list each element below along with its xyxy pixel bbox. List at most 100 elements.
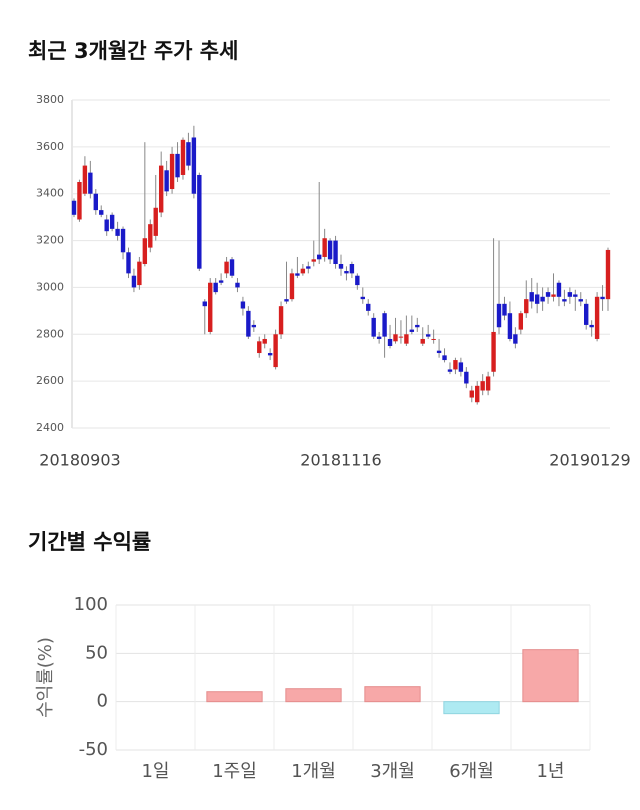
y-axis-label: 수익률(%) xyxy=(35,637,56,718)
candle-body xyxy=(202,301,207,307)
candle-body xyxy=(480,381,485,391)
candle-body xyxy=(300,268,306,274)
candle-body xyxy=(99,210,104,215)
candle-body xyxy=(366,303,371,311)
y-tick-label: 2400 xyxy=(36,421,64,434)
candle-body xyxy=(393,334,398,342)
candle-body xyxy=(398,336,404,338)
candle-body xyxy=(605,249,611,300)
candle-body xyxy=(464,371,469,384)
candle-body xyxy=(148,224,153,248)
candle-body xyxy=(240,301,246,309)
y-tick-label: 0 xyxy=(97,691,108,712)
candle-body xyxy=(306,266,311,269)
candle-body xyxy=(540,296,545,302)
candle-body xyxy=(475,385,480,403)
candle-body xyxy=(273,334,278,368)
candle-body xyxy=(594,296,600,339)
x-tick-label: 6개월 xyxy=(449,761,494,782)
candle-body xyxy=(180,139,186,175)
candle-body xyxy=(218,280,224,283)
candle-body xyxy=(153,207,158,236)
candle-body xyxy=(191,137,197,194)
candle-body xyxy=(355,275,360,286)
candle-body xyxy=(344,271,349,274)
candle-body xyxy=(562,299,567,302)
candle-body xyxy=(251,324,257,328)
candle-body xyxy=(257,341,262,354)
chart-title: 기간별 수익률 xyxy=(28,530,151,554)
candle-body xyxy=(436,350,442,354)
candle-body xyxy=(88,172,93,194)
candle-body xyxy=(376,336,382,339)
candle-body xyxy=(77,182,82,220)
bar xyxy=(206,691,263,703)
x-tick-label: 20181116 xyxy=(300,451,381,470)
candle-body xyxy=(442,355,447,361)
candle-body xyxy=(137,261,142,286)
candle-body xyxy=(338,264,344,269)
candle-body xyxy=(600,296,605,300)
candle-body xyxy=(104,219,109,232)
y-tick-label: 3200 xyxy=(36,234,64,247)
candle-body xyxy=(246,310,251,337)
candle-body xyxy=(518,313,524,330)
candle-body xyxy=(491,331,496,372)
candle-body xyxy=(295,273,300,276)
y-tick-label: 3000 xyxy=(36,280,64,293)
y-tick-label: 2800 xyxy=(36,327,64,340)
x-tick-label: 20180903 xyxy=(39,451,120,470)
candle-body xyxy=(120,228,126,253)
candle-body xyxy=(213,282,218,293)
candle-body xyxy=(415,324,420,328)
candle-body xyxy=(578,299,583,302)
y-tick-label: 2600 xyxy=(36,374,64,387)
candle-body xyxy=(556,282,562,297)
candle-body xyxy=(169,153,175,190)
candle-body xyxy=(420,338,425,344)
x-tick-label: 1주일 xyxy=(212,761,257,782)
candle-body xyxy=(289,273,295,300)
y-tick-label: 3800 xyxy=(36,93,64,106)
candle-body xyxy=(93,193,98,211)
candle-body xyxy=(109,214,115,229)
candle-body xyxy=(485,376,491,391)
candle-body xyxy=(425,334,431,337)
candle-body xyxy=(333,240,338,264)
candle-body xyxy=(573,294,578,297)
candle-body xyxy=(431,338,436,340)
candle-body xyxy=(186,142,191,166)
candle-body xyxy=(469,390,474,398)
candle-body xyxy=(311,259,316,262)
y-tick-label: 50 xyxy=(85,642,108,663)
candle-body xyxy=(458,362,464,372)
bar xyxy=(285,688,342,703)
candle-body xyxy=(317,254,322,260)
candle-body xyxy=(115,228,120,236)
candle-body xyxy=(175,153,180,178)
chart-title: 최근 3개월간 주가 추세 xyxy=(28,39,238,63)
candle-body xyxy=(453,360,458,370)
candle-body xyxy=(513,334,518,344)
candle-body xyxy=(551,294,556,297)
x-tick-label: 1일 xyxy=(141,761,169,782)
candle-body xyxy=(382,313,387,337)
x-tick-label: 1개월 xyxy=(291,761,336,782)
candle-body xyxy=(262,338,267,344)
candle-body xyxy=(409,329,415,332)
candle-body xyxy=(322,238,327,257)
candle-body xyxy=(584,303,589,325)
candle-body xyxy=(387,338,393,346)
candle-body xyxy=(371,317,376,337)
candle-body xyxy=(197,174,202,269)
candle-body xyxy=(208,282,213,332)
candle-body xyxy=(360,296,365,300)
candle-body xyxy=(349,264,355,274)
candle-body xyxy=(589,324,594,328)
candle-body xyxy=(502,303,507,316)
y-tick-label: 100 xyxy=(74,594,108,615)
candle-body xyxy=(447,369,453,372)
candle-body xyxy=(224,261,229,274)
candle-body xyxy=(524,299,529,314)
